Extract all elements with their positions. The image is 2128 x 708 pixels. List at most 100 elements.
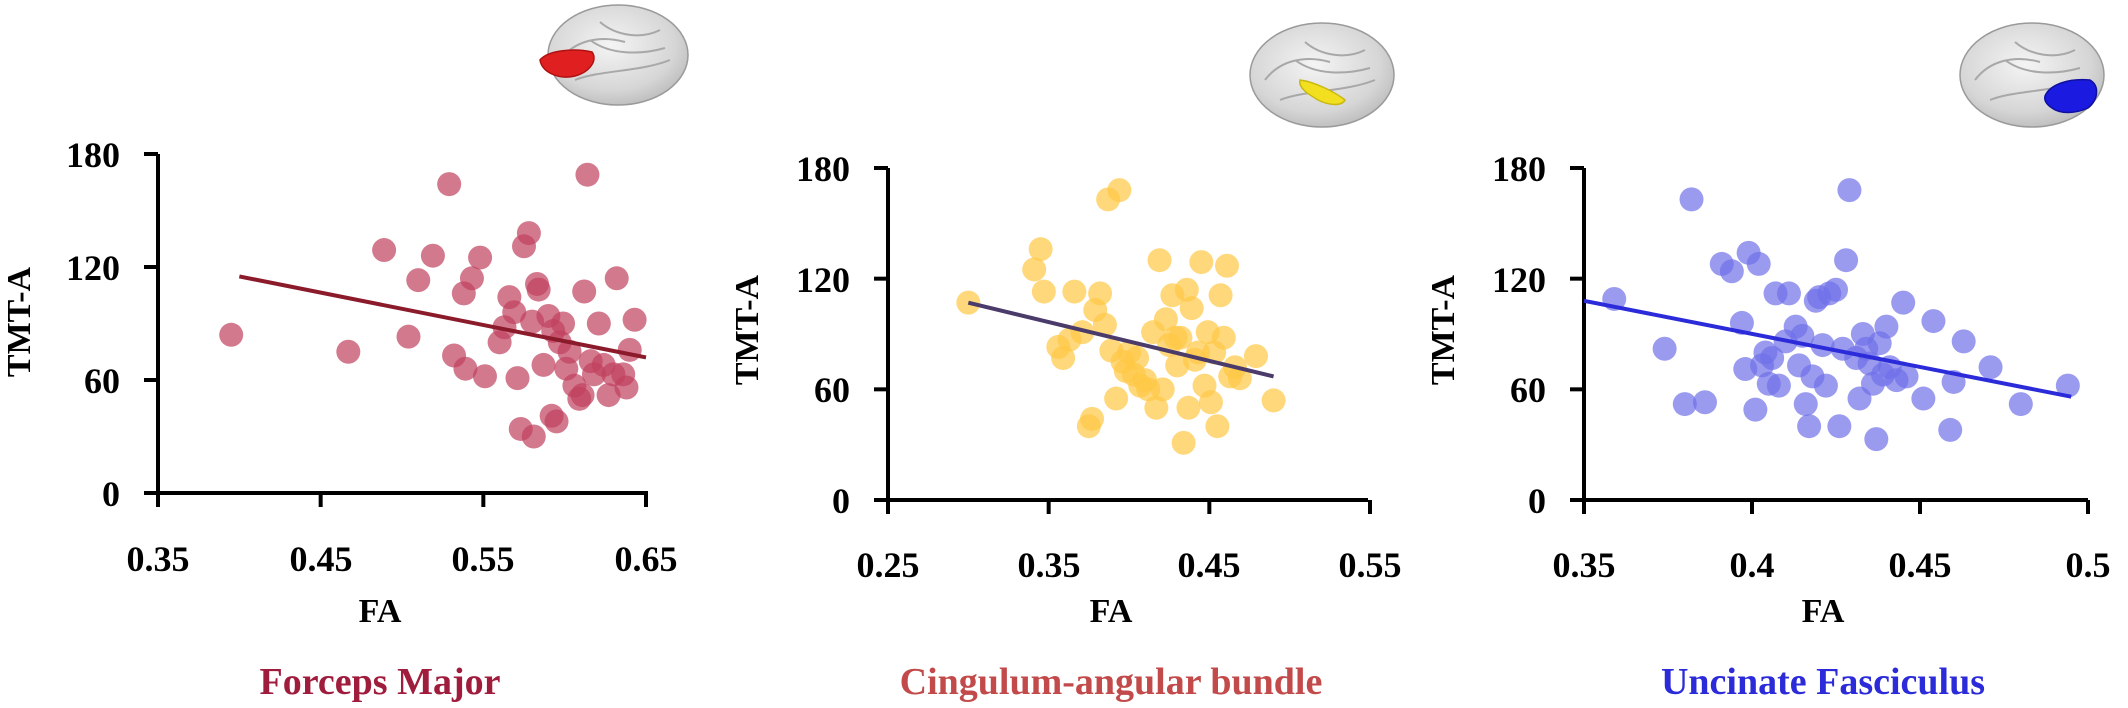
data-point: [1797, 414, 1822, 439]
data-point: [1679, 187, 1704, 212]
data-point: [1746, 251, 1771, 276]
data-point: [1891, 290, 1916, 315]
data-point: [437, 172, 462, 197]
data-point: [1179, 296, 1204, 321]
brain-icon-forceps-major: [539, 4, 689, 106]
data-point: [526, 277, 551, 302]
data-point: [1176, 395, 1201, 420]
data-point: [1171, 430, 1196, 455]
data-point: [1921, 309, 1946, 334]
data-point: [2055, 373, 2080, 398]
data-point: [1834, 248, 1859, 273]
data-point: [614, 375, 639, 400]
data-point: [1168, 325, 1193, 350]
y-tick-label: 180: [66, 135, 120, 175]
data-point: [1243, 344, 1268, 369]
data-point: [1692, 390, 1717, 415]
y-tick-label: 120: [1492, 260, 1546, 300]
data-point: [1824, 277, 1848, 302]
y-tick-label: 180: [1492, 149, 1546, 189]
x-tick-label: 0.45: [290, 539, 353, 579]
y-tick-label: 180: [796, 149, 850, 189]
x-tick-label: 0.35: [1553, 545, 1616, 585]
data-point: [544, 409, 569, 434]
y-tick-label: 120: [796, 260, 850, 300]
data-point: [570, 383, 595, 408]
x-tick-label: 0.5: [2066, 545, 2111, 585]
panel-cingulum-angular: 0 60 120 180 0.25 0.35 0.45 0.55 FA TMT-…: [729, 22, 1402, 703]
data-point: [1092, 312, 1117, 337]
data-point: [1031, 279, 1056, 304]
data-point: [1153, 307, 1178, 332]
x-axis-label: FA: [1802, 593, 1845, 630]
data-point: [521, 424, 546, 449]
x-tick-label: 0.45: [1178, 545, 1241, 585]
data-point: [622, 307, 647, 332]
data-point: [1864, 427, 1889, 452]
data-point: [1174, 277, 1199, 302]
data-point: [1205, 414, 1230, 439]
data-point: [1938, 417, 1963, 442]
data-point: [1022, 257, 1047, 282]
y-tick-label: 60: [84, 361, 120, 401]
x-axis-label: FA: [359, 593, 402, 630]
data-point: [1760, 345, 1785, 370]
data-point: [1810, 333, 1835, 358]
data-point: [396, 324, 421, 349]
data-point: [531, 352, 556, 377]
x-tick-label: 0.45: [1889, 545, 1952, 585]
data-point: [1261, 388, 1286, 413]
fit-line-uncinate-fasciculus: [1583, 298, 2072, 399]
x-tick-label: 0.65: [615, 539, 678, 579]
data-point: [1951, 329, 1976, 354]
data-point: [1051, 345, 1076, 370]
data-point: [336, 339, 361, 364]
data-point: [586, 311, 611, 336]
data-point: [1227, 366, 1252, 391]
data-point: [406, 268, 431, 293]
x-tick-label: 0.25: [857, 545, 920, 585]
y-axis-label: TMT-A: [729, 274, 766, 385]
data-point: [1874, 314, 1899, 339]
x-tick-label: 0.4: [1730, 545, 1775, 585]
data-point: [1198, 390, 1223, 415]
data-point: [1743, 397, 1768, 422]
data-point: [1208, 283, 1233, 308]
data-point: [420, 243, 445, 268]
panel-caption: Forceps Major: [260, 661, 501, 703]
scatter-points-uncinate-fasciculus: [1602, 178, 2080, 452]
data-point: [1062, 279, 1087, 304]
data-point: [1125, 345, 1150, 370]
data-point: [1211, 325, 1236, 350]
y-axis-label: TMT-A: [1, 266, 38, 377]
data-point: [604, 266, 629, 291]
data-point: [1215, 253, 1240, 278]
data-point: [453, 356, 478, 381]
data-point: [2008, 392, 2033, 417]
data-point: [372, 238, 397, 263]
data-point: [1827, 414, 1852, 439]
data-point: [459, 266, 484, 291]
data-point: [551, 311, 576, 336]
y-tick-label: 60: [1510, 370, 1546, 410]
x-tick-label: 0.35: [127, 539, 190, 579]
y-tick-label: 120: [66, 248, 120, 288]
data-point: [1107, 178, 1132, 203]
data-point: [1894, 364, 1919, 389]
y-tick-label: 0: [832, 481, 850, 521]
panel-forceps-major: 0 60 120 180 0.35 0.45 0.55 0.65 FA TMT-…: [1, 4, 689, 703]
x-tick-label: 0.55: [452, 539, 515, 579]
data-point: [572, 279, 597, 304]
data-point: [1911, 386, 1936, 411]
data-point: [1080, 406, 1105, 431]
data-point: [1189, 250, 1214, 275]
data-point: [1978, 355, 2003, 380]
axes-forceps-major: [144, 152, 648, 507]
scatter-points-cingulum-angular: [956, 178, 1286, 455]
x-tick-label: 0.55: [1339, 545, 1402, 585]
brain-icon-uncinate-fasciculus: [1959, 22, 2105, 128]
data-point: [219, 322, 244, 347]
panel-uncinate-fasciculus: 0 60 120 180 0.35 0.4 0.45 0.5 FA TMT-A …: [1425, 22, 2111, 703]
data-point: [1813, 373, 1838, 398]
